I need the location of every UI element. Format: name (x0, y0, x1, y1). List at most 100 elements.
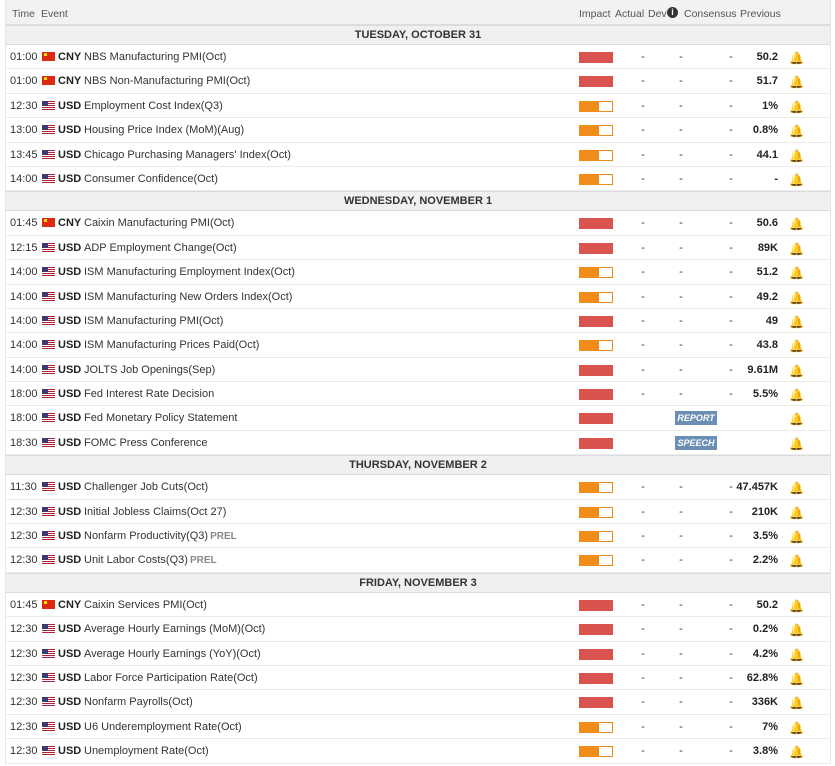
event-row[interactable]: 12:30 USD Nonfarm Productivity(Q3) PREL - - - 3… (6, 524, 830, 549)
event-name[interactable]: Average Hourly Earnings (MoM)(Oct) (84, 623, 265, 635)
bell-icon[interactable]: 🔔 (789, 339, 804, 354)
event-row[interactable]: 12:30 USD Average Hourly Earnings (YoY)(Oc… (6, 642, 830, 666)
event-row[interactable]: 01:00 CNY NBS Non-Manufacturing PMI(Oct) - -… (6, 69, 830, 94)
bell-icon[interactable]: 🔔 (789, 745, 804, 760)
event-row[interactable]: 12:30 USD Labor Force Participation Rate(O… (6, 666, 830, 691)
event-name[interactable]: Fed Monetary Policy Statement (84, 412, 237, 424)
event-name[interactable]: Nonfarm Payrolls(Oct) (84, 696, 193, 708)
event-name[interactable]: U6 Underemployment Rate(Oct) (84, 721, 242, 733)
event-name[interactable]: NBS Non-Manufacturing PMI(Oct) (84, 75, 250, 87)
bell-icon[interactable]: 🔔 (789, 241, 804, 256)
event-name[interactable]: NBS Manufacturing PMI(Oct) (84, 51, 226, 63)
impact-indicator (579, 555, 613, 567)
event-name[interactable]: ISM Manufacturing PMI(Oct) (84, 315, 223, 327)
event-name-text: Caixin Manufacturing PMI(Oct) (84, 217, 235, 230)
event-row[interactable]: 01:00 CNY NBS Manufacturing PMI(Oct) - - - 50.… (6, 45, 830, 70)
bell-icon[interactable]: 🔔 (789, 530, 804, 545)
col-event[interactable]: Event (41, 8, 68, 20)
bell-icon[interactable]: 🔔 (789, 388, 804, 403)
event-name[interactable]: Nonfarm Productivity(Q3) PREL (84, 530, 237, 542)
bell-icon[interactable]: 🔔 (789, 314, 804, 329)
bell-icon[interactable]: 🔔 (789, 217, 804, 232)
col-actual[interactable]: Actual (615, 8, 645, 20)
event-name[interactable]: Consumer Confidence(Oct) (84, 173, 218, 185)
event-name[interactable]: ADP Employment Change(Oct) (84, 242, 237, 254)
event-row[interactable]: 01:45 CNY Caixin Manufacturing PMI(Oct) - - -… (6, 211, 830, 236)
event-row[interactable]: 13:45 USD Chicago Purchasing Managers' Ind… (6, 143, 830, 167)
event-row[interactable]: 13:00 USD Housing Price Index (MoM)(Aug) - -… (6, 118, 830, 143)
event-name[interactable]: JOLTS Job Openings(Sep) (84, 364, 215, 376)
event-row[interactable]: 12:15 USD ADP Employment Change(Oct) - - - 89K… (6, 236, 830, 261)
col-time[interactable]: Time (12, 8, 35, 20)
bell-icon[interactable]: 🔔 (789, 290, 804, 305)
event-row[interactable]: 12:30 USD Nonfarm Payrolls(Oct) - - - 336K 🔔 (6, 690, 830, 715)
bell-icon[interactable]: 🔔 (789, 720, 804, 735)
event-row[interactable]: 14:00 USD ISM Manufacturing New Orders Ind… (6, 285, 830, 309)
col-impact[interactable]: Impact (579, 8, 611, 20)
event-name[interactable]: Caixin Manufacturing PMI(Oct) (84, 217, 234, 229)
event-name[interactable]: ISM Manufacturing Prices Paid(Oct) (84, 339, 259, 351)
dev-value: - (679, 172, 683, 185)
event-name[interactable]: Unit Labor Costs(Q3) PREL (84, 554, 217, 566)
bell-icon[interactable]: 🔔 (789, 696, 804, 711)
speech-badge[interactable]: SPEECH (675, 435, 717, 450)
info-icon[interactable]: i (667, 7, 678, 18)
event-name[interactable]: Average Hourly Earnings (YoY)(Oct) (84, 648, 261, 660)
us-flag-icon (42, 389, 55, 399)
event-row[interactable]: 01:45 CNY Caixin Services PMI(Oct) - - - 50.2 🔔 (6, 593, 830, 618)
bell-icon[interactable]: 🔔 (789, 75, 804, 90)
report-badge[interactable]: REPORT (675, 411, 717, 426)
event-row[interactable]: 12:30 USD Average Hourly Earnings (MoM)(Oc… (6, 617, 830, 642)
event-name[interactable]: FOMC Press Conference (84, 437, 207, 449)
bell-icon[interactable]: 🔔 (789, 148, 804, 163)
bell-icon[interactable]: 🔔 (789, 266, 804, 281)
event-row[interactable]: 14:00 USD JOLTS Job Openings(Sep) - - - 9.61M 🔔 (6, 358, 830, 383)
us-flag-icon (42, 364, 55, 374)
event-row[interactable]: 18:30 USD FOMC Press Conference SPEECH 🔔 (6, 431, 830, 456)
bell-icon[interactable]: 🔔 (789, 647, 804, 662)
event-name[interactable]: Initial Jobless Claims(Oct 27) (84, 506, 226, 518)
event-row[interactable]: 18:00 USD Fed Monetary Policy Statement REP… (6, 406, 830, 431)
event-name[interactable]: Caixin Services PMI(Oct) (84, 599, 207, 611)
bell-icon[interactable]: 🔔 (789, 554, 804, 569)
event-row[interactable]: 12:30 USD Unit Labor Costs(Q3) PREL - - - 2.2% 🔔 (6, 548, 830, 573)
event-name[interactable]: Housing Price Index (MoM)(Aug) (84, 124, 244, 136)
event-row[interactable]: 12:30 USD Unemployment Rate(Oct) - - - 3.8% 🔔 (6, 739, 830, 764)
event-name-text: Average Hourly Earnings (MoM)(Oct) (84, 623, 266, 636)
bell-icon[interactable]: 🔔 (789, 363, 804, 378)
event-name[interactable]: Unemployment Rate(Oct) (84, 745, 209, 757)
bell-icon[interactable]: 🔔 (789, 505, 804, 520)
event-name[interactable]: Fed Interest Rate Decision (84, 388, 214, 400)
bell-icon[interactable]: 🔔 (789, 598, 804, 613)
bell-icon[interactable]: 🔔 (789, 99, 804, 114)
bell-icon[interactable]: 🔔 (789, 172, 804, 187)
col-dev[interactable]: Dev (648, 8, 667, 20)
event-row[interactable]: 12:30 USD Employment Cost Index(Q3) - - - 1% 🔔 (6, 94, 830, 119)
event-row[interactable]: 14:00 USD ISM Manufacturing PMI(Oct) - - - 49 🔔 (6, 309, 830, 334)
event-row[interactable]: 14:00 USD Consumer Confidence(Oct) - - - - 🔔 (6, 167, 830, 192)
col-previous[interactable]: Previous (740, 8, 781, 20)
event-row[interactable]: 12:30 USD U6 Underemployment Rate(Oct) - - - 7… (6, 715, 830, 740)
event-name[interactable]: Chicago Purchasing Managers' Index(Oct) (84, 149, 291, 161)
event-row[interactable]: 18:00 USD Fed Interest Rate Decision - - - 5.5… (6, 382, 830, 407)
actual-value: - (641, 745, 645, 758)
event-name[interactable]: Challenger Job Cuts(Oct) (84, 481, 208, 493)
event-name[interactable]: Employment Cost Index(Q3) (84, 100, 223, 112)
bell-icon[interactable]: 🔔 (789, 481, 804, 496)
event-name[interactable]: ISM Manufacturing Employment Index(Oct) (84, 266, 295, 278)
bell-icon[interactable]: 🔔 (789, 124, 804, 139)
col-consensus[interactable]: Consensus (684, 8, 737, 20)
bell-icon[interactable]: 🔔 (789, 51, 804, 65)
us-flag-icon (42, 624, 55, 634)
event-row[interactable]: 12:30 USD Initial Jobless Claims(Oct 27) - -… (6, 500, 830, 525)
event-name[interactable]: ISM Manufacturing New Orders Index(Oct) (84, 291, 292, 303)
event-row[interactable]: 14:00 USD ISM Manufacturing Employment Ind… (6, 260, 830, 285)
previous-value: 50.2 (756, 51, 778, 63)
event-name[interactable]: Labor Force Participation Rate(Oct) (84, 672, 258, 684)
event-row[interactable]: 11:30 USD Challenger Job Cuts(Oct) - - -47.45… (6, 475, 830, 500)
event-row[interactable]: 14:00 USD ISM Manufacturing Prices Paid(Oc… (6, 333, 830, 358)
bell-icon[interactable]: 🔔 (789, 623, 804, 638)
bell-icon[interactable]: 🔔 (789, 412, 804, 427)
bell-icon[interactable]: 🔔 (789, 671, 804, 686)
bell-icon[interactable]: 🔔 (789, 436, 804, 451)
